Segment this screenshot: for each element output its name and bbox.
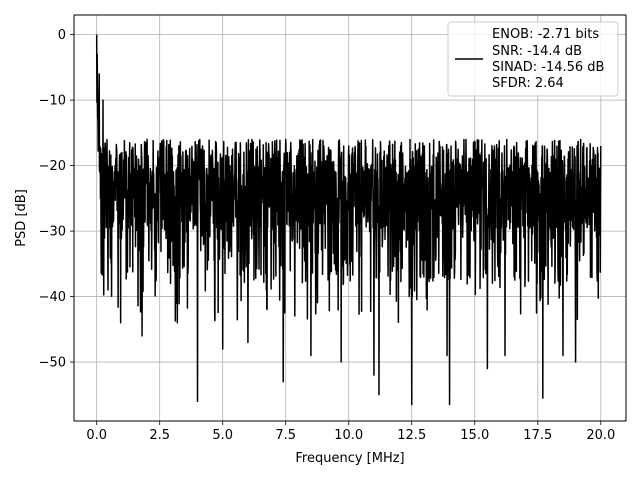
legend-sinad: SINAD: -14.56 dB [492,60,604,75]
y-tick-label: 0 [58,28,66,43]
legend-box [447,21,619,97]
y-tick-label: −30 [39,225,66,240]
y-tick-label: −50 [39,356,66,371]
x-tick-label: 7.5 [275,428,296,443]
x-tick-label: 15.0 [460,428,489,443]
legend: ENOB: -2.71 bits SNR: -14.4 dB SINAD: -1… [447,21,619,97]
legend-sfdr: SFDR: 2.64 [492,76,564,91]
x-tick-label: 0.0 [86,428,107,443]
legend-enob: ENOB: -2.71 bits [492,27,599,42]
x-tick-label: 5.0 [212,428,233,443]
x-tick-label: 10.0 [334,428,363,443]
y-tick-label: −10 [39,94,66,109]
y-axis-ticks: 0 −10 −20 −30 −40 −50 [39,28,74,371]
x-tick-label: 20.0 [586,428,615,443]
x-tick-label: 17.5 [523,428,552,443]
x-tick-label: 2.5 [149,428,170,443]
x-axis-label: Frequency [MHz] [295,451,404,466]
y-axis-label: PSD [dB] [14,189,29,247]
psd-series-line [95,34,602,406]
x-tick-label: 12.5 [397,428,426,443]
plot-area [95,34,602,406]
y-tick-label: −40 [39,290,66,305]
x-axis-ticks: 0.0 2.5 5.0 7.5 10.0 12.5 15.0 17.5 20.0 [86,421,615,443]
y-tick-label: −20 [39,159,66,174]
legend-snr: SNR: -14.4 dB [492,44,582,59]
axes-frame [73,14,627,422]
